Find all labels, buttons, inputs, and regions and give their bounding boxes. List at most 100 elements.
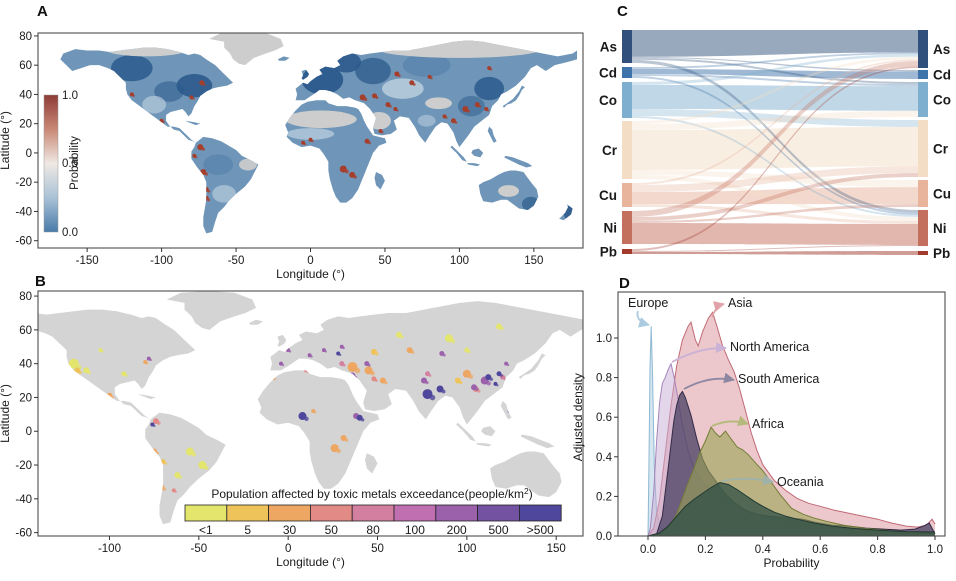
- hotspot: [445, 116, 448, 119]
- legend-class-label: 80: [366, 523, 380, 537]
- shade-region: [381, 78, 424, 99]
- hotspot: [157, 421, 161, 425]
- y-tick-label: 0.2: [596, 491, 612, 503]
- x-axis: 0.0 0.2 0.4 0.6 0.8 1.0 Probability: [640, 536, 943, 570]
- hotspot: [174, 490, 177, 493]
- data-overlay: [105, 40, 576, 221]
- shade-region: [212, 185, 237, 203]
- hotspot: [71, 371, 76, 376]
- hotspot: [503, 377, 507, 381]
- node-right-Cr: [918, 120, 928, 177]
- node-left-Co: [622, 82, 632, 118]
- landmass-philippines: [487, 126, 497, 143]
- hotspot: [353, 463, 357, 467]
- map-layer-A: [60, 33, 578, 234]
- hotspot: [354, 367, 361, 374]
- legend-class-label: <1: [199, 523, 213, 537]
- shade-region: [367, 111, 391, 130]
- shade-region: [377, 40, 542, 58]
- hotspot: [490, 68, 493, 71]
- density-curves: [647, 311, 936, 536]
- hotspot: [353, 175, 357, 179]
- node-right-Ni: [918, 210, 928, 246]
- node-right-Pb: [918, 251, 928, 255]
- legend-class-label: 200: [447, 523, 467, 537]
- hotspot: [400, 335, 404, 339]
- landmass-iceland: [277, 56, 290, 61]
- y-tick-label: 0: [26, 148, 32, 160]
- density-line-asia: [647, 311, 936, 536]
- flow-As-to-Co: [632, 57, 918, 85]
- shade-region: [355, 57, 391, 85]
- legend-class-label: 100: [405, 523, 425, 537]
- shade-region: [176, 73, 213, 98]
- hotspot: [162, 121, 165, 124]
- landmass-iceland: [248, 319, 264, 325]
- node-right-Cd: [918, 70, 928, 79]
- hotspot: [375, 352, 379, 356]
- x-tick-label: 100: [450, 255, 469, 267]
- hotspot: [324, 350, 328, 353]
- hotspot: [344, 438, 349, 442]
- hotspot: [478, 105, 482, 108]
- panel-c-letter: C: [617, 3, 628, 20]
- x-tick-label: -50: [228, 255, 245, 267]
- node-label-left-Pb: Pb: [600, 245, 617, 260]
- landmass-new-guinea: [520, 434, 555, 449]
- hotspot: [375, 379, 378, 382]
- flow-Ni-to-Cr: [632, 173, 918, 221]
- flow-Co-to-Ni: [632, 116, 918, 217]
- hotspot: [87, 370, 91, 375]
- hotspot: [454, 121, 458, 124]
- annotation-label-africa: Africa: [752, 417, 784, 431]
- hotspot: [450, 338, 456, 344]
- flow-Cr-to-As: [632, 56, 918, 124]
- hotspot: [124, 374, 128, 377]
- hotspot: [466, 109, 471, 113]
- hotspot: [500, 374, 503, 377]
- node-left-As: [622, 30, 632, 63]
- flow-Cu-to-Cr: [632, 166, 918, 192]
- landmass-cuba: [138, 394, 156, 400]
- legend-swatch: [351, 504, 395, 522]
- flow-Cr-to-Ni: [632, 175, 918, 221]
- flow-Ni-to-Ni: [632, 223, 918, 245]
- hotspot: [363, 97, 368, 102]
- hotspot: [342, 347, 345, 350]
- y-tick-label: -60: [15, 528, 32, 540]
- annotation-label-europe: Europe: [628, 296, 668, 310]
- hotspot: [441, 389, 446, 394]
- y-tick-label: 40: [19, 359, 32, 371]
- hotspot: [132, 94, 135, 97]
- x-tick-label: 0: [285, 543, 291, 555]
- hotspot: [510, 411, 513, 414]
- landmass-madagascar: [374, 171, 385, 190]
- shade-region: [563, 205, 576, 221]
- hotspot: [306, 370, 310, 373]
- landmass-cuba: [185, 120, 201, 126]
- shade-region: [105, 41, 189, 57]
- shade-region: [286, 128, 335, 140]
- x-tick-label: 50: [371, 543, 384, 555]
- y-axis-title: Latitude (°): [0, 111, 12, 170]
- landmass-united-kingdom: [277, 334, 287, 347]
- y-tick-label: -20: [15, 460, 32, 472]
- hotspot: [500, 326, 504, 331]
- hotspot: [349, 460, 355, 466]
- hotspot: [342, 364, 346, 367]
- panel-b-letter: B: [35, 273, 46, 290]
- flow-As-to-Cd: [632, 56, 918, 72]
- flow-Co-to-Co: [632, 85, 918, 111]
- y-tick-label: 0.8: [596, 373, 612, 385]
- hotspot: [146, 362, 149, 365]
- landmass-africa: [257, 370, 380, 489]
- node-left-Pb: [622, 249, 632, 254]
- hotspot: [487, 109, 490, 112]
- hotspot: [204, 465, 209, 471]
- landmass-greenland: [166, 291, 256, 330]
- node-right-As: [918, 30, 928, 68]
- hotspot: [360, 418, 365, 422]
- hotspot: [412, 83, 416, 86]
- node-label-left-Co: Co: [599, 93, 617, 108]
